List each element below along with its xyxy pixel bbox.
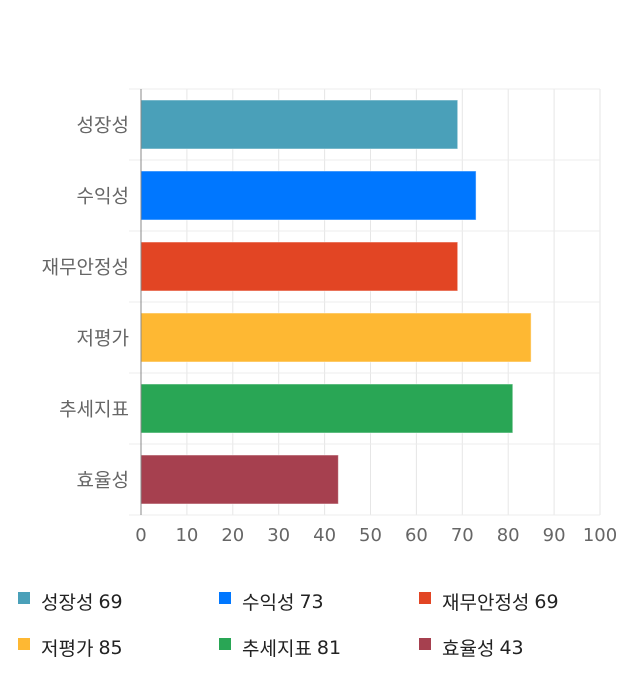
legend-swatch xyxy=(219,591,231,604)
legend-item: 재무안정성 69 xyxy=(419,588,559,615)
y-category-label: 성장성 xyxy=(77,115,129,137)
legend-value: 69 xyxy=(98,590,123,613)
x-tick-label: 30 xyxy=(267,525,290,546)
legend-label: 재무안정성 xyxy=(442,592,530,614)
legend-swatch xyxy=(419,637,431,650)
legend-item: 수익성 73 xyxy=(219,588,324,615)
x-tick-label: 60 xyxy=(405,525,428,546)
bar-추세지표 xyxy=(140,383,514,434)
y-category-label: 수익성 xyxy=(77,186,129,208)
legend-label: 추세지표 xyxy=(242,638,312,660)
y-category-label: 재무안정성 xyxy=(42,257,129,279)
bar-성장성 xyxy=(140,99,459,150)
x-tick-label: 90 xyxy=(543,525,566,546)
y-category-label: 효율성 xyxy=(77,470,129,492)
legend-item: 효율성 43 xyxy=(419,634,524,661)
bar-수익성 xyxy=(140,170,477,221)
legend-item: 저평가 85 xyxy=(18,634,123,661)
x-tick-label: 40 xyxy=(313,525,336,546)
y-category-label: 저평가 xyxy=(77,328,129,350)
legend-item: 추세지표 81 xyxy=(219,634,341,661)
bar-저평가 xyxy=(140,312,532,363)
legend-label: 효율성 xyxy=(442,638,495,660)
legend-label: 수익성 xyxy=(242,592,295,614)
legend-value: 43 xyxy=(499,636,524,659)
x-tick-label: 70 xyxy=(451,525,474,546)
legend-swatch xyxy=(18,591,30,604)
x-tick-label: 50 xyxy=(359,525,382,546)
legend-item: 성장성 69 xyxy=(18,588,123,615)
bar-재무안정성 xyxy=(140,241,459,292)
legend-label: 저평가 xyxy=(41,638,94,660)
y-category-label: 추세지표 xyxy=(59,399,129,421)
x-tick-label: 100 xyxy=(583,525,617,546)
x-tick-label: 0 xyxy=(135,525,146,546)
bar-chart: 0 10 20 30 40 50 60 70 80 90 100 성장성수익성재무안정성저평가추세지표… xyxy=(42,88,617,546)
bar-효율성 xyxy=(140,454,339,505)
legend-value: 69 xyxy=(534,590,559,613)
legend-value: 73 xyxy=(299,590,324,613)
legend-value: 81 xyxy=(316,636,342,659)
legend-swatch xyxy=(219,637,231,650)
legend-swatch xyxy=(18,637,30,650)
legend-swatch xyxy=(419,591,431,604)
legend-value: 85 xyxy=(98,636,123,659)
x-tick-label: 80 xyxy=(497,525,520,546)
x-tick-label: 20 xyxy=(221,525,244,546)
x-tick-label: 10 xyxy=(175,525,198,546)
legend-label: 성장성 xyxy=(41,592,94,614)
